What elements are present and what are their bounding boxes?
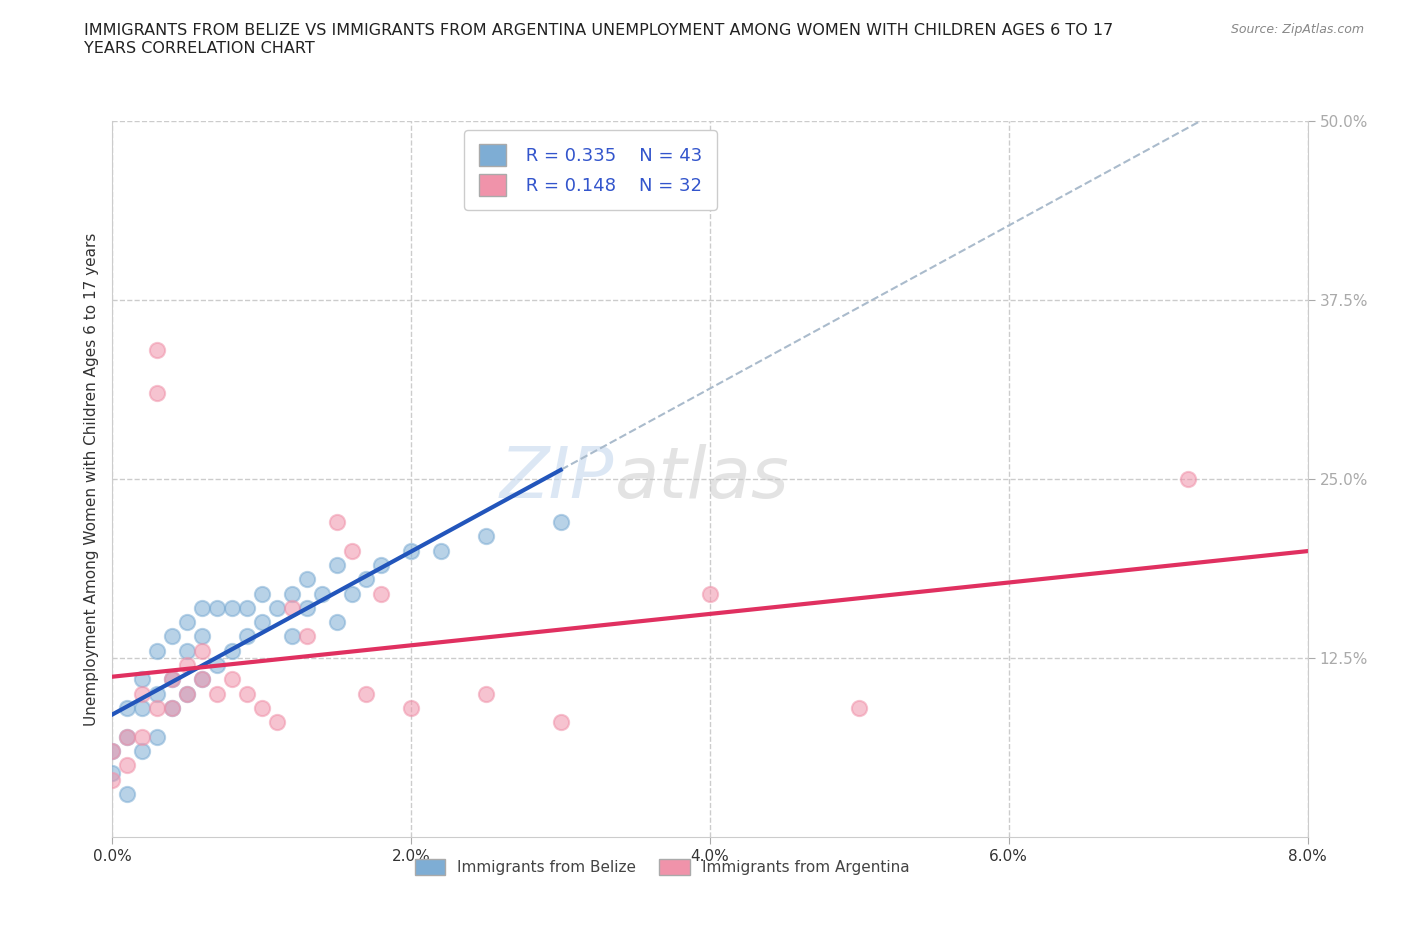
Point — [146, 700, 169, 715]
Point — [117, 758, 139, 773]
Point — [281, 629, 304, 644]
Point — [191, 629, 214, 644]
Point — [340, 543, 363, 558]
Text: IMMIGRANTS FROM BELIZE VS IMMIGRANTS FROM ARGENTINA UNEMPLOYMENT AMONG WOMEN WIT: IMMIGRANTS FROM BELIZE VS IMMIGRANTS FRO… — [84, 23, 1114, 56]
Point — [1177, 472, 1199, 486]
Point — [221, 672, 243, 687]
Point — [848, 700, 870, 715]
Point — [162, 700, 183, 715]
Point — [101, 772, 124, 787]
Point — [370, 557, 392, 572]
Point — [117, 729, 139, 744]
Point — [550, 715, 572, 730]
Point — [325, 557, 347, 572]
Point — [146, 386, 169, 401]
Point — [266, 715, 288, 730]
Text: atlas: atlas — [614, 445, 789, 513]
Point — [250, 586, 273, 601]
Point — [205, 686, 228, 701]
Point — [221, 601, 243, 616]
Point — [146, 729, 169, 744]
Point — [236, 686, 259, 701]
Point — [117, 729, 139, 744]
Text: Source: ZipAtlas.com: Source: ZipAtlas.com — [1230, 23, 1364, 36]
Point — [162, 700, 183, 715]
Text: ZIP: ZIP — [501, 445, 614, 513]
Point — [221, 644, 243, 658]
Legend: Immigrants from Belize, Immigrants from Argentina: Immigrants from Belize, Immigrants from … — [408, 852, 917, 883]
Point — [101, 744, 124, 759]
Y-axis label: Unemployment Among Women with Children Ages 6 to 17 years: Unemployment Among Women with Children A… — [83, 232, 98, 725]
Point — [146, 342, 169, 357]
Point — [340, 586, 363, 601]
Point — [176, 615, 198, 630]
Point — [191, 672, 214, 687]
Point — [131, 744, 153, 759]
Point — [131, 686, 153, 701]
Point — [356, 686, 378, 701]
Point — [146, 644, 169, 658]
Point — [162, 672, 183, 687]
Point — [295, 572, 318, 587]
Point — [250, 700, 273, 715]
Point — [176, 644, 198, 658]
Point — [311, 586, 333, 601]
Point — [162, 629, 183, 644]
Point — [131, 729, 153, 744]
Point — [250, 615, 273, 630]
Point — [101, 744, 124, 759]
Point — [101, 765, 124, 780]
Point — [191, 644, 214, 658]
Point — [146, 686, 169, 701]
Point — [475, 686, 498, 701]
Point — [117, 787, 139, 802]
Point — [176, 686, 198, 701]
Point — [550, 514, 572, 529]
Point — [295, 629, 318, 644]
Point — [295, 601, 318, 616]
Point — [191, 672, 214, 687]
Point — [475, 529, 498, 544]
Point — [356, 572, 378, 587]
Point — [430, 543, 453, 558]
Point — [205, 658, 228, 672]
Point — [191, 601, 214, 616]
Point — [205, 601, 228, 616]
Point — [325, 514, 347, 529]
Point — [281, 601, 304, 616]
Point — [699, 586, 721, 601]
Point — [281, 586, 304, 601]
Point — [325, 615, 347, 630]
Point — [236, 601, 259, 616]
Point — [266, 601, 288, 616]
Point — [401, 543, 423, 558]
Point — [401, 700, 423, 715]
Point — [162, 672, 183, 687]
Point — [370, 586, 392, 601]
Point — [117, 700, 139, 715]
Point — [131, 672, 153, 687]
Point — [176, 658, 198, 672]
Point — [131, 700, 153, 715]
Point — [236, 629, 259, 644]
Point — [176, 686, 198, 701]
